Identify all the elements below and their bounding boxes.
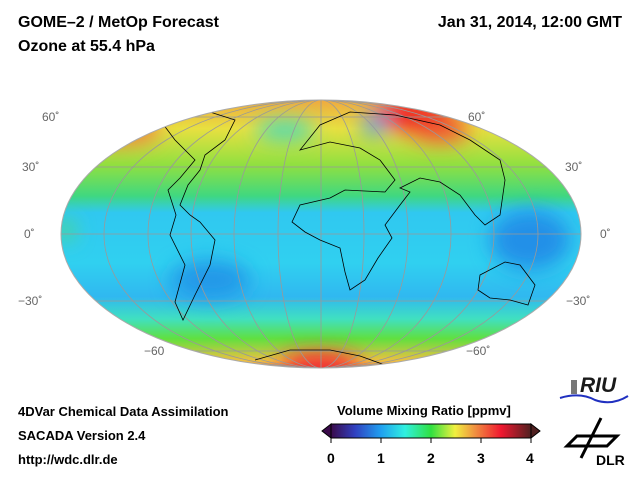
dlr-logo	[563, 417, 621, 459]
ozone-field	[61, 100, 581, 368]
colorbar-title: Volume Mixing Ratio [ppmv]	[337, 403, 511, 418]
datetime: Jan 31, 2014, 12:00 GMT	[437, 14, 622, 31]
subtitle: Ozone at 55.4 hPa	[18, 38, 155, 55]
footer-url[interactable]: http://wdc.dlr.de	[18, 452, 118, 467]
riu-logo	[559, 380, 629, 404]
colorbar-tick-0: 0	[327, 450, 335, 466]
lat-label-right-m30: −30˚	[566, 294, 591, 308]
lat-label-right-30: 30˚	[565, 160, 583, 174]
colorbar-tick-1: 1	[377, 450, 385, 466]
lat-label-right-60: 60˚	[468, 110, 486, 124]
title: GOME–2 / MetOp Forecast	[18, 14, 219, 31]
lat-label-left-60: 60˚	[42, 110, 60, 124]
globe-outline	[60, 99, 582, 369]
lat-label-left-m30: −30˚	[18, 294, 43, 308]
riu-logo-text: RIU	[580, 374, 617, 397]
lat-label-right-m60: −60˚	[466, 344, 491, 358]
colorbar-tick-2: 2	[427, 450, 435, 466]
lat-label-left-0: 0˚	[24, 227, 35, 241]
lat-label-right-0: 0˚	[600, 227, 611, 241]
lat-label-left-30: 30˚	[22, 160, 40, 174]
colorbar	[321, 422, 541, 443]
colorbar-tick-3: 3	[477, 450, 485, 466]
footer-line-2: SACADA Version 2.4	[18, 428, 146, 443]
dlr-logo-text: DLR	[596, 452, 625, 468]
colorbar-tick-4: 4	[526, 450, 534, 466]
footer-line-1: 4DVar Chemical Data Assimilation	[18, 404, 229, 419]
lat-label-left-m60: −60	[144, 344, 165, 358]
